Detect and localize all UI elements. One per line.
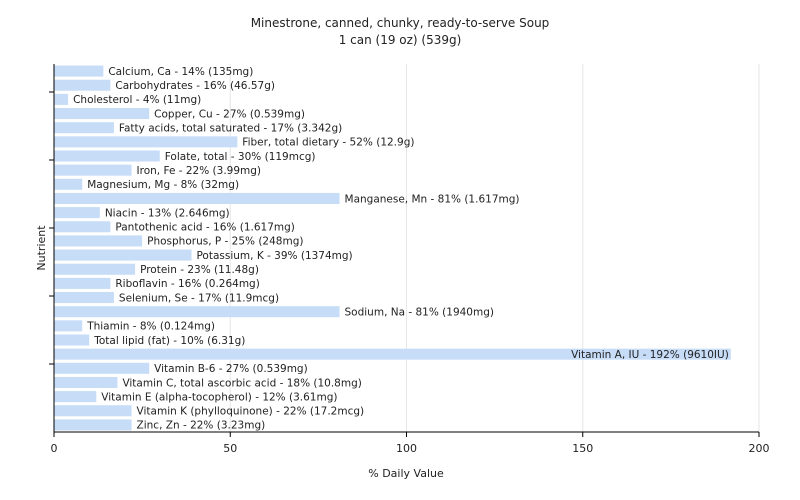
x-tick-label-200: 200 [749, 442, 770, 455]
bar-label-22: Vitamin C, total ascorbic acid - 18% (10… [122, 377, 361, 389]
axes-group: 0 50 100 150 200 [49, 64, 770, 455]
x-tick-label-50: 50 [223, 442, 237, 455]
bar-label-23: Vitamin E (alpha-tocopherol) - 12% (3.61… [101, 391, 337, 403]
x-tick-label-100: 100 [396, 442, 417, 455]
bar-16 [54, 292, 114, 304]
bar-15 [54, 277, 111, 289]
bar-label-24: Vitamin K (phylloquinone) - 22% (17.2mcg… [137, 406, 365, 418]
bar-21 [54, 362, 150, 374]
bar-13 [54, 249, 192, 261]
bar-label-5: Fiber, total dietary - 52% (12.9g) [242, 137, 414, 149]
bars-group: Calcium, Ca - 14% (135mg) Carbohydrates -… [54, 65, 731, 432]
bar-17 [54, 306, 340, 318]
x-axis-label: % Daily Value [368, 467, 444, 480]
bar-label-15: Riboflavin - 16% (0.264mg) [115, 278, 259, 290]
bar-label-12: Phosphorus, P - 25% (248mg) [147, 236, 303, 248]
bar-label-8: Magnesium, Mg - 8% (32mg) [87, 179, 239, 191]
bar-0 [54, 65, 104, 77]
bar-label-10: Niacin - 13% (2.646mg) [105, 207, 230, 219]
bar-4 [54, 122, 114, 134]
chart-subtitle: 1 can (19 oz) (539g) [339, 33, 462, 47]
bar-8 [54, 178, 83, 190]
bar-label-7: Iron, Fe - 22% (3.99mg) [137, 165, 261, 177]
bar-19 [54, 334, 90, 346]
y-axis-label: Nutrient [35, 225, 48, 271]
bar-23 [54, 391, 97, 403]
bar-24 [54, 405, 132, 417]
bar-label-16: Selenium, Se - 17% (11.9mcg) [119, 292, 279, 304]
bar-25 [54, 419, 132, 431]
bar-10 [54, 207, 100, 219]
bar-7 [54, 164, 132, 176]
bar-label-13: Potassium, K - 39% (1374mg) [196, 250, 352, 262]
grid-lines [229, 64, 760, 432]
bar-2 [54, 93, 69, 105]
bar-12 [54, 235, 143, 247]
bar-20 [54, 348, 731, 360]
bar-label-4: Fatty acids, total saturated - 17% (3.34… [119, 122, 342, 134]
bar-6 [54, 150, 160, 162]
bar-9 [54, 192, 340, 204]
chart-title: Minestrone, canned, chunky, ready-to-ser… [251, 16, 550, 30]
bar-label-20: Vitamin A, IU - 192% (9610IU) [571, 349, 729, 361]
bar-18 [54, 320, 83, 332]
bar-label-3: Copper, Cu - 27% (0.539mg) [154, 108, 305, 120]
bar-label-0: Calcium, Ca - 14% (135mg) [108, 66, 253, 78]
bar-label-6: Folate, total - 30% (119mcg) [165, 151, 316, 163]
x-tick-label-0: 0 [51, 442, 58, 455]
bar-label-9: Manganese, Mn - 81% (1.617mg) [345, 193, 520, 205]
bar-22 [54, 376, 118, 388]
bar-11 [54, 221, 111, 233]
x-tick-label-150: 150 [572, 442, 593, 455]
bar-label-19: Total lipid (fat) - 10% (6.31g) [93, 335, 245, 347]
bar-5 [54, 136, 238, 148]
bar-label-21: Vitamin B-6 - 27% (0.539mg) [154, 363, 308, 375]
bar-1 [54, 79, 111, 91]
bar-14 [54, 263, 136, 275]
bar-label-1: Carbohydrates - 16% (46.57g) [115, 80, 275, 92]
bar-label-14: Protein - 23% (11.48g) [140, 264, 259, 276]
bar-label-11: Pantothenic acid - 16% (1.617mg) [115, 222, 294, 234]
bar-label-2: Cholesterol - 4% (11mg) [73, 94, 201, 106]
bar-3 [54, 108, 150, 120]
bar-label-25: Zinc, Zn - 22% (3.23mg) [137, 420, 266, 432]
bar-label-17: Sodium, Na - 81% (1940mg) [345, 306, 494, 318]
bar-label-18: Thiamin - 8% (0.124mg) [86, 321, 215, 333]
